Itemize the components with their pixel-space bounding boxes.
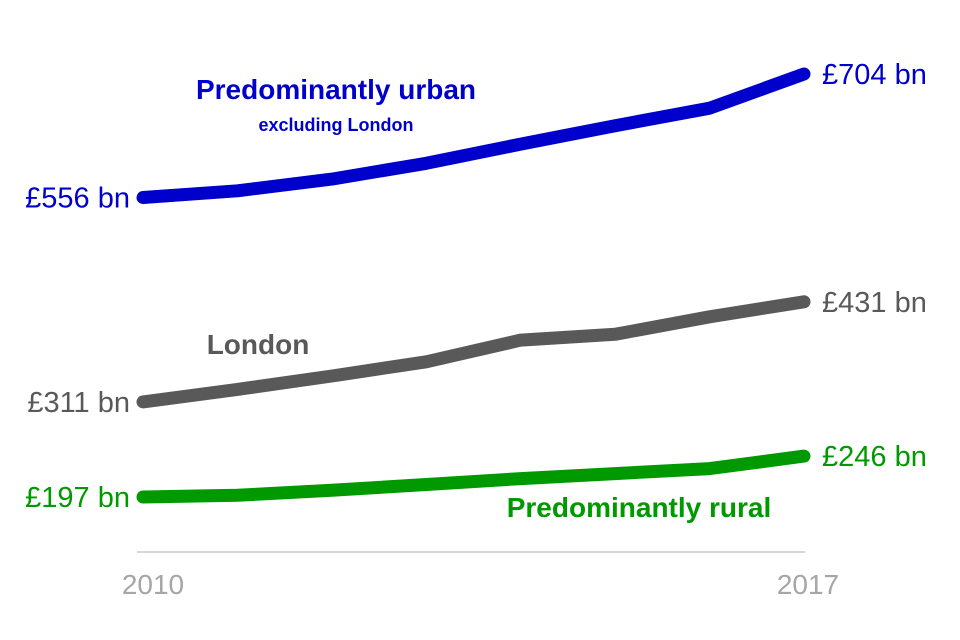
data-point-urban-2017 (803, 73, 805, 75)
data-point-rural-2011 (236, 494, 238, 496)
series-line-rural (136, 449, 811, 504)
series-name-rural: Predominantly rural (507, 492, 772, 523)
series-line-london (136, 295, 811, 409)
data-point-rural-2014 (520, 478, 522, 480)
data-point-rural-2013 (425, 484, 427, 485)
data-point-london-2016 (709, 316, 711, 318)
x-tick-label-end: 2017 (777, 569, 839, 600)
data-point-urban-2016 (709, 107, 711, 109)
start-value-label-london: £311 bn (27, 387, 130, 419)
series-line-urban (136, 67, 811, 204)
data-point-urban-2011 (236, 190, 238, 192)
start-value-label-rural: £197 bn (25, 482, 130, 514)
series-subtitle-urban: excluding London (259, 115, 414, 135)
series-name-london: London (207, 329, 310, 360)
data-point-urban-2013 (425, 162, 427, 164)
end-value-label-rural: £246 bn (822, 441, 927, 473)
data-point-london-2015 (614, 333, 616, 335)
data-point-urban-2012 (331, 178, 333, 180)
data-point-london-2011 (236, 388, 238, 390)
data-point-london-2013 (425, 361, 427, 363)
start-value-label-urban: £556 bn (25, 183, 130, 215)
data-point-rural-2016 (709, 468, 711, 470)
series-layer: £556 bn £704 bn £311 bn £431 bn £197 bn £246 … (25, 59, 927, 514)
data-point-urban-2015 (614, 125, 616, 127)
series-name-urban: Predominantly urban (196, 74, 476, 105)
data-point-london-2012 (331, 375, 333, 377)
data-point-london-2017 (803, 301, 805, 303)
x-tick-label-start: 2010 (122, 569, 184, 600)
data-point-rural-2015 (614, 473, 616, 475)
data-point-london-2010 (142, 401, 144, 403)
end-value-label-london: £431 bn (822, 287, 927, 319)
end-value-label-urban: £704 bn (822, 59, 927, 91)
data-point-rural-2010 (142, 496, 144, 498)
data-point-london-2014 (520, 339, 522, 341)
data-point-urban-2010 (142, 197, 144, 198)
data-point-rural-2017 (803, 455, 805, 457)
data-point-urban-2014 (520, 143, 522, 145)
data-point-rural-2012 (331, 489, 333, 491)
